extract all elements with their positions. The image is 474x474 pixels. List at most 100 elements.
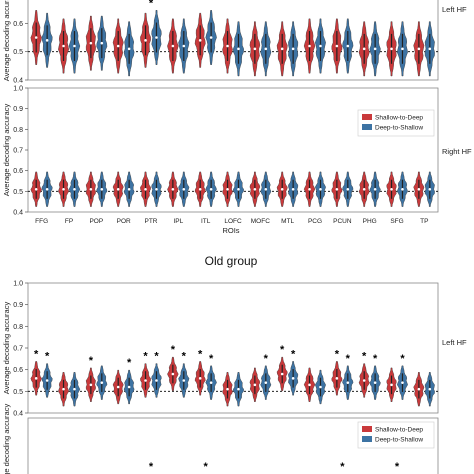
violin-median	[144, 39, 147, 42]
violin-median	[45, 39, 49, 42]
violin-median	[198, 377, 202, 380]
violin-median	[182, 379, 186, 382]
y-tick-label: 0.4	[13, 78, 23, 85]
violin-median	[62, 387, 65, 391]
y-axis-label: Average decoding accuracy	[2, 104, 11, 197]
legend-label: Deep-to-Shallow	[375, 437, 423, 444]
violin-median	[226, 44, 229, 48]
side-label: Left HF	[442, 338, 467, 347]
violin-median	[335, 377, 339, 380]
violin-median	[171, 372, 175, 376]
violin-median	[62, 44, 65, 48]
violin-median	[73, 187, 76, 191]
legend-swatch	[362, 124, 372, 130]
violin-median	[390, 187, 393, 191]
violin-median	[319, 385, 322, 389]
violin-median	[390, 383, 393, 387]
x-tick-label: TP	[420, 218, 428, 225]
violin-median	[264, 381, 268, 384]
violin-median	[390, 47, 393, 51]
violin-median	[428, 187, 432, 191]
y-axis-label: Average decoding accuracy	[2, 302, 11, 395]
violin-median	[182, 44, 186, 48]
group-title: Old group	[205, 254, 258, 268]
violin-median	[89, 383, 93, 387]
significance-star: *	[149, 0, 154, 9]
violin-median	[237, 47, 240, 51]
significance-star: *	[395, 461, 400, 473]
violin-median	[428, 47, 432, 51]
violin-median	[89, 187, 93, 191]
violin-median	[100, 187, 104, 191]
violin-median	[73, 387, 76, 391]
violin-median	[253, 383, 257, 387]
significance-star: *	[362, 351, 367, 363]
y-tick-label: 0.9	[13, 106, 23, 113]
y-tick-label: 1.0	[13, 281, 23, 288]
significance-star: *	[143, 351, 148, 363]
violin-median	[34, 377, 38, 380]
violin-median	[401, 381, 404, 384]
violin-median	[291, 187, 295, 191]
violin-median	[237, 187, 240, 191]
violin-median	[155, 379, 158, 382]
violin-median	[127, 385, 131, 389]
violin-median	[373, 381, 377, 384]
y-tick-label: 0.5	[13, 189, 23, 196]
violin-median	[291, 377, 295, 380]
x-tick-label: PHG	[363, 218, 377, 225]
y-tick-label: 0.8	[13, 127, 23, 134]
legend-swatch	[362, 114, 372, 120]
y-tick-label: 0.8	[13, 324, 23, 331]
violin-median	[373, 47, 377, 51]
x-tick-label: IPL	[173, 218, 183, 225]
significance-star: *	[182, 351, 187, 363]
significance-star: *	[291, 348, 296, 360]
significance-star: *	[198, 348, 203, 360]
violin-median	[144, 187, 147, 191]
violin-median	[253, 187, 257, 191]
significance-star: *	[335, 348, 340, 360]
y-tick-label: 0.5	[13, 49, 23, 56]
x-tick-label: FFG	[35, 218, 48, 225]
y-axis-label: Average decoding accuracy	[2, 0, 11, 81]
violin-median	[346, 381, 350, 384]
violin-median	[417, 387, 421, 391]
violin-median	[198, 39, 202, 42]
significance-star: *	[154, 351, 159, 363]
x-tick-label: PCG	[308, 218, 322, 225]
violin-median	[62, 187, 65, 191]
x-tick-label: MTL	[281, 218, 294, 225]
y-tick-label: 0.9	[13, 302, 23, 309]
violin-median	[319, 187, 322, 191]
violin-median	[362, 187, 366, 191]
side-label: Right HF	[442, 147, 472, 156]
y-tick-label: 0.7	[13, 148, 23, 155]
y-tick-label: 0.6	[13, 168, 23, 175]
violin-median	[308, 44, 311, 48]
violin-median	[280, 47, 284, 51]
legend-label: Shallow-to-Deep	[375, 427, 423, 434]
violin-median	[73, 44, 76, 48]
y-tick-label: 0.6	[13, 21, 23, 28]
panel-old-right-hf: Average decoding accuracy Shallow-to-Deep…	[2, 404, 439, 474]
side-label: Left HF	[442, 5, 467, 14]
violin-median	[362, 379, 366, 382]
x-tick-label: POR	[117, 218, 131, 225]
violin-median	[116, 44, 120, 48]
x-tick-label: PCUN	[333, 218, 352, 225]
significance-star: *	[204, 461, 209, 473]
violin-median	[209, 36, 213, 39]
plot-frame	[27, 417, 439, 474]
violin-median	[127, 187, 131, 191]
legend-label: Deep-to-Shallow	[375, 125, 423, 132]
x-tick-label: PTR	[145, 218, 158, 225]
violin-median	[264, 47, 268, 51]
y-tick-label: 0.4	[13, 210, 23, 217]
plot-frame	[27, 0, 439, 81]
x-tick-label: LOFC	[224, 218, 242, 225]
significance-star: *	[89, 355, 94, 367]
violin-median	[171, 44, 175, 48]
violin-median	[253, 47, 257, 51]
